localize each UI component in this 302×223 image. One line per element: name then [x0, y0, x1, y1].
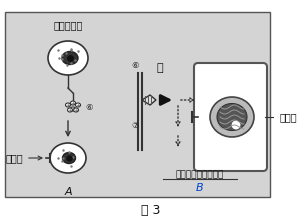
Text: 酶: 酶 [157, 63, 163, 73]
Ellipse shape [66, 103, 70, 107]
Ellipse shape [50, 143, 86, 173]
Text: B: B [196, 183, 204, 193]
Text: ⑥: ⑥ [131, 62, 139, 70]
Ellipse shape [73, 108, 79, 112]
Text: A: A [64, 187, 72, 197]
Ellipse shape [76, 103, 81, 107]
Ellipse shape [68, 108, 72, 112]
Text: ⑦: ⑦ [131, 120, 139, 130]
Circle shape [231, 120, 241, 130]
Ellipse shape [62, 52, 78, 64]
Ellipse shape [63, 153, 76, 163]
Ellipse shape [210, 97, 254, 137]
Ellipse shape [70, 107, 76, 111]
Text: ⑥: ⑥ [85, 103, 92, 112]
Ellipse shape [48, 41, 88, 75]
FancyBboxPatch shape [5, 12, 270, 197]
Text: 内分泌细胞: 内分泌细胞 [53, 20, 83, 30]
Ellipse shape [217, 103, 247, 130]
FancyBboxPatch shape [194, 63, 267, 171]
Text: 靶细胞: 靶细胞 [279, 112, 297, 122]
Ellipse shape [70, 101, 76, 105]
Text: 图 3: 图 3 [141, 204, 161, 217]
Text: 靶细胞: 靶细胞 [5, 153, 23, 163]
Polygon shape [142, 95, 156, 105]
Text: 激活细胞的特殊功能: 激活细胞的特殊功能 [176, 171, 224, 180]
